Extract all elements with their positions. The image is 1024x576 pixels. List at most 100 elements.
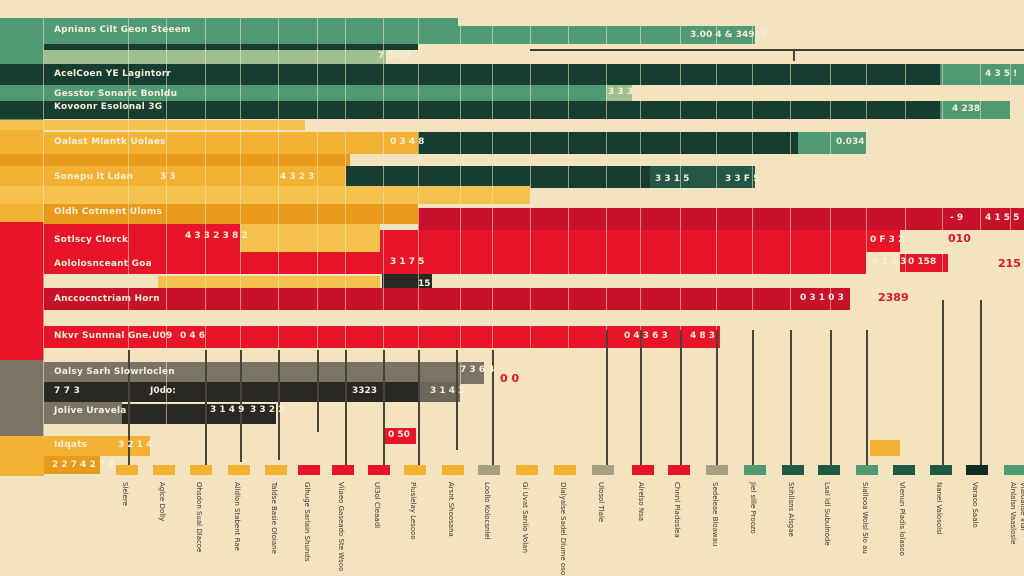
axis-line <box>530 49 1024 51</box>
bar-label: 7 7 3 <box>54 386 81 396</box>
bar-segment <box>0 436 150 456</box>
bar-segment <box>44 456 100 474</box>
bar-label: Gesstor Sonaric Bonldu <box>54 89 178 99</box>
bar-segment <box>0 101 1010 119</box>
legend-label: Taldse Basie Oloiane <box>270 482 278 554</box>
bar-segment <box>44 326 720 348</box>
bar-segment <box>44 44 418 50</box>
legend-swatch <box>298 465 320 475</box>
legend-label: Aglce Dolly <box>158 482 166 522</box>
data-label: J0do: <box>150 386 176 396</box>
data-label: 3 3 <box>160 172 176 182</box>
bar-label: Aololosnceant Goa <box>54 259 152 269</box>
legend-label: Siallooa Wolsl Slo au <box>861 482 869 554</box>
legend-swatch <box>706 465 728 475</box>
gridline <box>317 18 318 438</box>
gridline <box>128 18 129 438</box>
legend-label: Glhuge Sarlain Shunds <box>303 482 311 562</box>
gridline <box>383 18 384 438</box>
legend-label: Sedeleae Bloawau <box>711 482 719 547</box>
data-label: 3 3 2 2 <box>250 405 285 415</box>
bar-segment <box>606 85 632 101</box>
bar-segment <box>44 382 460 402</box>
legend-swatch <box>930 465 952 475</box>
bar-label: Apnians Cilt Geon Steeem <box>54 25 191 35</box>
legend-label: Ul3ol Cleaadl <box>373 482 381 529</box>
bar-segment <box>384 428 416 444</box>
bar-label: Sotlscy Clorck <box>54 235 129 245</box>
gridline <box>418 18 419 438</box>
bar-segment <box>44 50 386 66</box>
bar-label: AcelCoen YE Lagintorr <box>54 69 172 79</box>
bar-segment <box>44 18 458 44</box>
data-label: 4 3 5 ! <box>985 69 1018 79</box>
legend-label: Loollo Kolocsnlel <box>483 482 491 540</box>
legend-swatch <box>1014 465 1024 475</box>
gridline <box>942 18 943 438</box>
gridline <box>166 18 167 438</box>
gridline-tick <box>128 350 130 470</box>
gridline <box>1010 18 1011 438</box>
gridline-tick <box>345 350 347 468</box>
gridline-tick <box>205 350 207 468</box>
gridline <box>905 18 906 438</box>
bar-segment <box>650 166 755 188</box>
legend-swatch <box>153 465 175 475</box>
legend-label: Vlenun Pladis lolasoo <box>898 482 906 556</box>
bar-label: Anccocnctriam Horn <box>54 294 160 304</box>
gridline-tick <box>830 330 832 470</box>
bar-segment <box>158 276 380 288</box>
gridline <box>568 18 569 438</box>
data-label: 3 2 1 4 <box>118 440 153 450</box>
bar-segment <box>870 440 900 456</box>
gridline-tick <box>942 300 944 470</box>
bar-segment <box>940 64 1024 85</box>
gridline-tick <box>790 330 792 470</box>
legend-label: Lsal ldl Subulnode <box>823 482 831 546</box>
bar-segment <box>44 288 850 310</box>
legend-swatch <box>818 465 840 475</box>
legend-swatch <box>856 465 878 475</box>
legend-swatch <box>228 465 250 475</box>
gridline <box>640 18 641 438</box>
data-label: 2389 <box>878 291 909 304</box>
gridline-tick <box>418 350 420 468</box>
legend-label: Jiel sllle Proozo <box>749 482 757 534</box>
data-label: 0.034 <box>836 137 865 147</box>
gridline <box>866 18 867 438</box>
bar-segment <box>0 120 305 130</box>
data-label: 4 238 <box>952 104 981 114</box>
bar-segment <box>44 362 484 384</box>
gridline <box>460 18 461 438</box>
gridline-tick <box>317 350 319 432</box>
gridline-tick <box>680 330 682 470</box>
gridline <box>752 18 753 438</box>
data-label: 7 3lQ9 <box>378 51 411 61</box>
legend-swatch <box>190 465 212 475</box>
bar-segment <box>0 252 866 274</box>
bar-segment <box>0 154 350 166</box>
legend-label: Dlalyalse Sadel Dlume oso <box>559 482 567 576</box>
data-label: 0 3 1 0 3 <box>800 293 844 303</box>
bar-segment <box>122 404 276 424</box>
gridline-tick <box>980 300 982 470</box>
data-label: 4 1 5 5 <box>985 213 1020 223</box>
gridline <box>492 18 493 438</box>
data-label: 0 1 4 3 <box>872 257 907 267</box>
legend-swatch <box>516 465 538 475</box>
gridline-tick <box>640 330 642 470</box>
data-label: 0 50 <box>388 430 410 440</box>
gridline-tick <box>716 330 718 470</box>
data-label: 0 F 3 2 <box>870 235 905 245</box>
gridline <box>205 18 206 438</box>
legend-swatch <box>782 465 804 475</box>
legend-swatch <box>744 465 766 475</box>
bar-segment <box>44 204 418 224</box>
legend-label: Chnnl Pladoslea <box>673 482 681 538</box>
legend-label: Ohsdon Sual Dlacoe <box>195 482 203 553</box>
bar-label: Nkvr Sunnnal Gne.U09 <box>54 331 173 341</box>
legend-swatch <box>966 465 988 475</box>
gridline <box>606 18 607 438</box>
legend-label: Alrelso Nsa <box>637 482 645 522</box>
legend-label: Ulosol Tlale <box>597 482 605 523</box>
